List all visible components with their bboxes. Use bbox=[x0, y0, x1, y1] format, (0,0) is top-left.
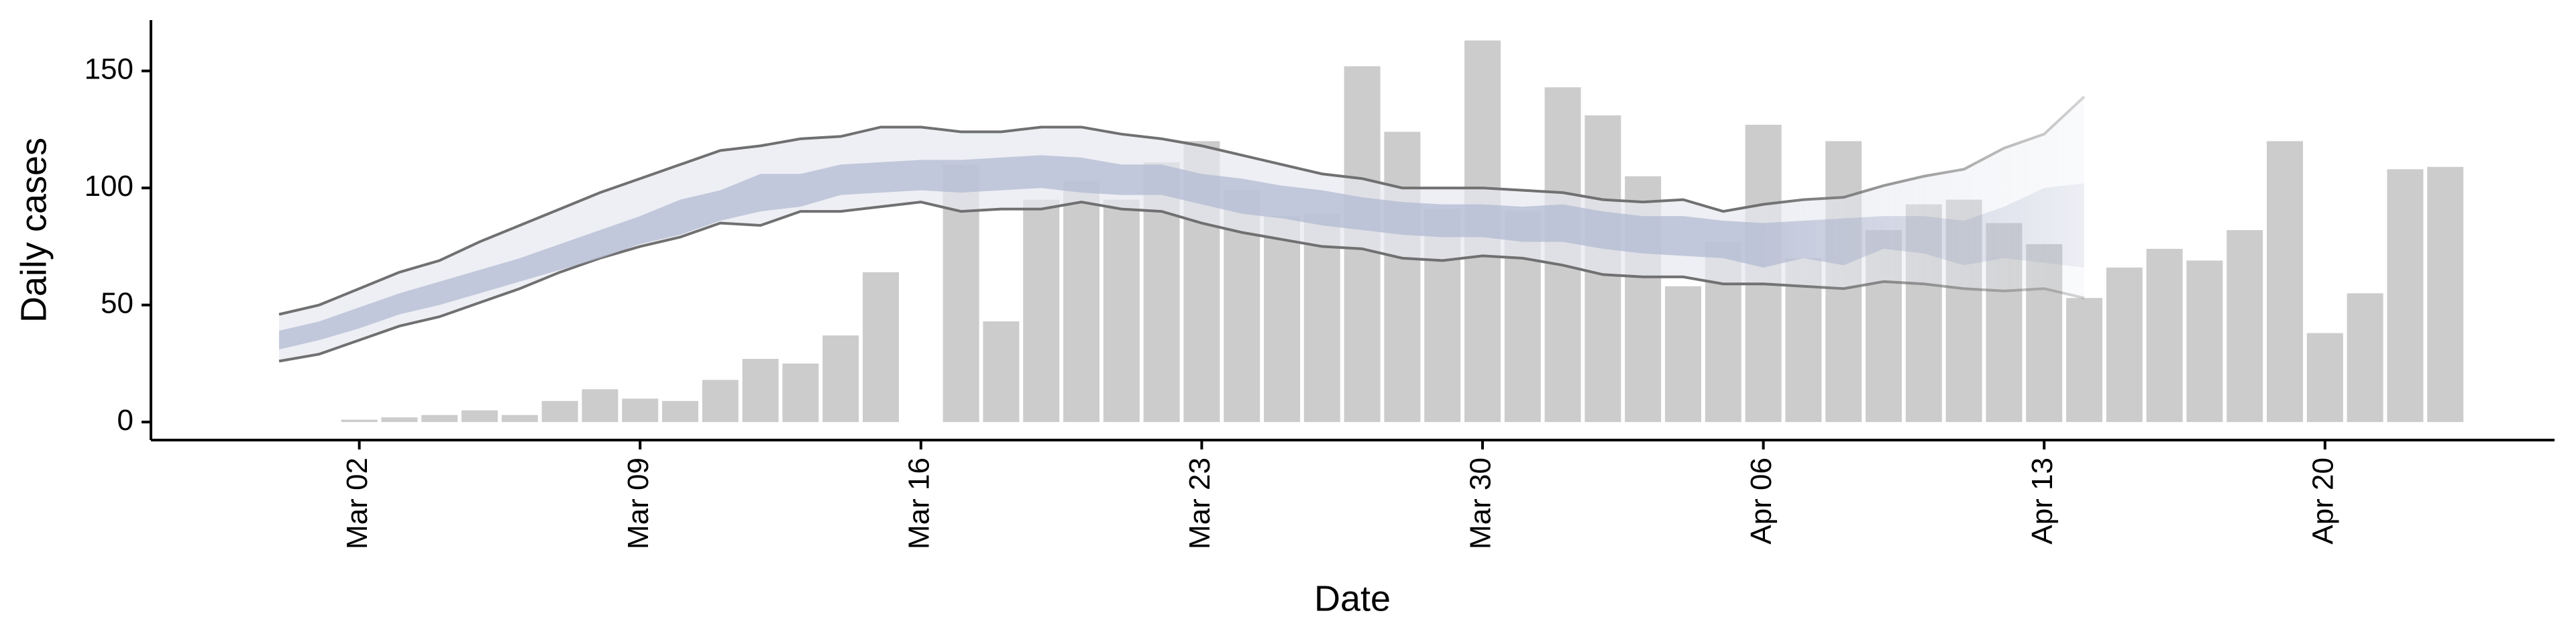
uncertainty-band bbox=[279, 155, 2084, 350]
bar bbox=[1103, 199, 1140, 423]
x-tick-label: Apr 20 bbox=[2306, 458, 2339, 545]
bar bbox=[2267, 141, 2303, 423]
band-edge-line bbox=[278, 95, 2086, 316]
bar bbox=[421, 415, 458, 423]
bar bbox=[2106, 267, 2143, 423]
x-tick-label: Mar 02 bbox=[341, 458, 374, 549]
bar bbox=[782, 363, 819, 423]
bar bbox=[1665, 286, 1701, 423]
y-tick-label: 50 bbox=[101, 286, 133, 319]
bar bbox=[381, 417, 418, 423]
x-tick-label: Apr 06 bbox=[1745, 458, 1778, 545]
bar bbox=[622, 398, 659, 423]
bar bbox=[822, 335, 859, 423]
bar bbox=[2387, 169, 2424, 423]
x-axis-title: Date bbox=[1314, 578, 1391, 619]
bar bbox=[2066, 298, 2102, 423]
bar bbox=[702, 380, 739, 423]
bar bbox=[1264, 216, 1300, 423]
bar bbox=[2186, 260, 2223, 423]
bar bbox=[863, 272, 899, 423]
x-tick-label: Mar 23 bbox=[1183, 458, 1216, 549]
bar bbox=[1384, 131, 1421, 423]
y-tick-label: 0 bbox=[117, 404, 133, 437]
bar bbox=[662, 400, 698, 423]
bar bbox=[742, 358, 779, 423]
bar bbox=[541, 400, 578, 423]
y-tick-label: 150 bbox=[85, 52, 133, 85]
bar bbox=[2146, 248, 2183, 423]
x-tick-label: Mar 30 bbox=[1464, 458, 1497, 549]
x-tick-label: Apr 13 bbox=[2026, 458, 2059, 545]
bar bbox=[2347, 293, 2383, 423]
band-edge-line bbox=[278, 201, 2085, 363]
y-tick-label: 100 bbox=[85, 170, 133, 203]
x-tick-label: Mar 16 bbox=[902, 458, 935, 549]
bar bbox=[1023, 199, 1060, 423]
y-axis-title: Daily cases bbox=[13, 138, 54, 323]
bar bbox=[341, 419, 378, 423]
uncertainty-band bbox=[279, 97, 2084, 362]
bar bbox=[2226, 230, 2263, 423]
x-tick-label: Mar 09 bbox=[622, 458, 655, 549]
bar bbox=[2306, 333, 2343, 423]
bar bbox=[1063, 180, 1099, 423]
bar bbox=[462, 410, 498, 423]
bar bbox=[501, 415, 538, 423]
bar bbox=[2427, 166, 2464, 423]
bar bbox=[983, 321, 1020, 423]
bar bbox=[582, 389, 619, 423]
